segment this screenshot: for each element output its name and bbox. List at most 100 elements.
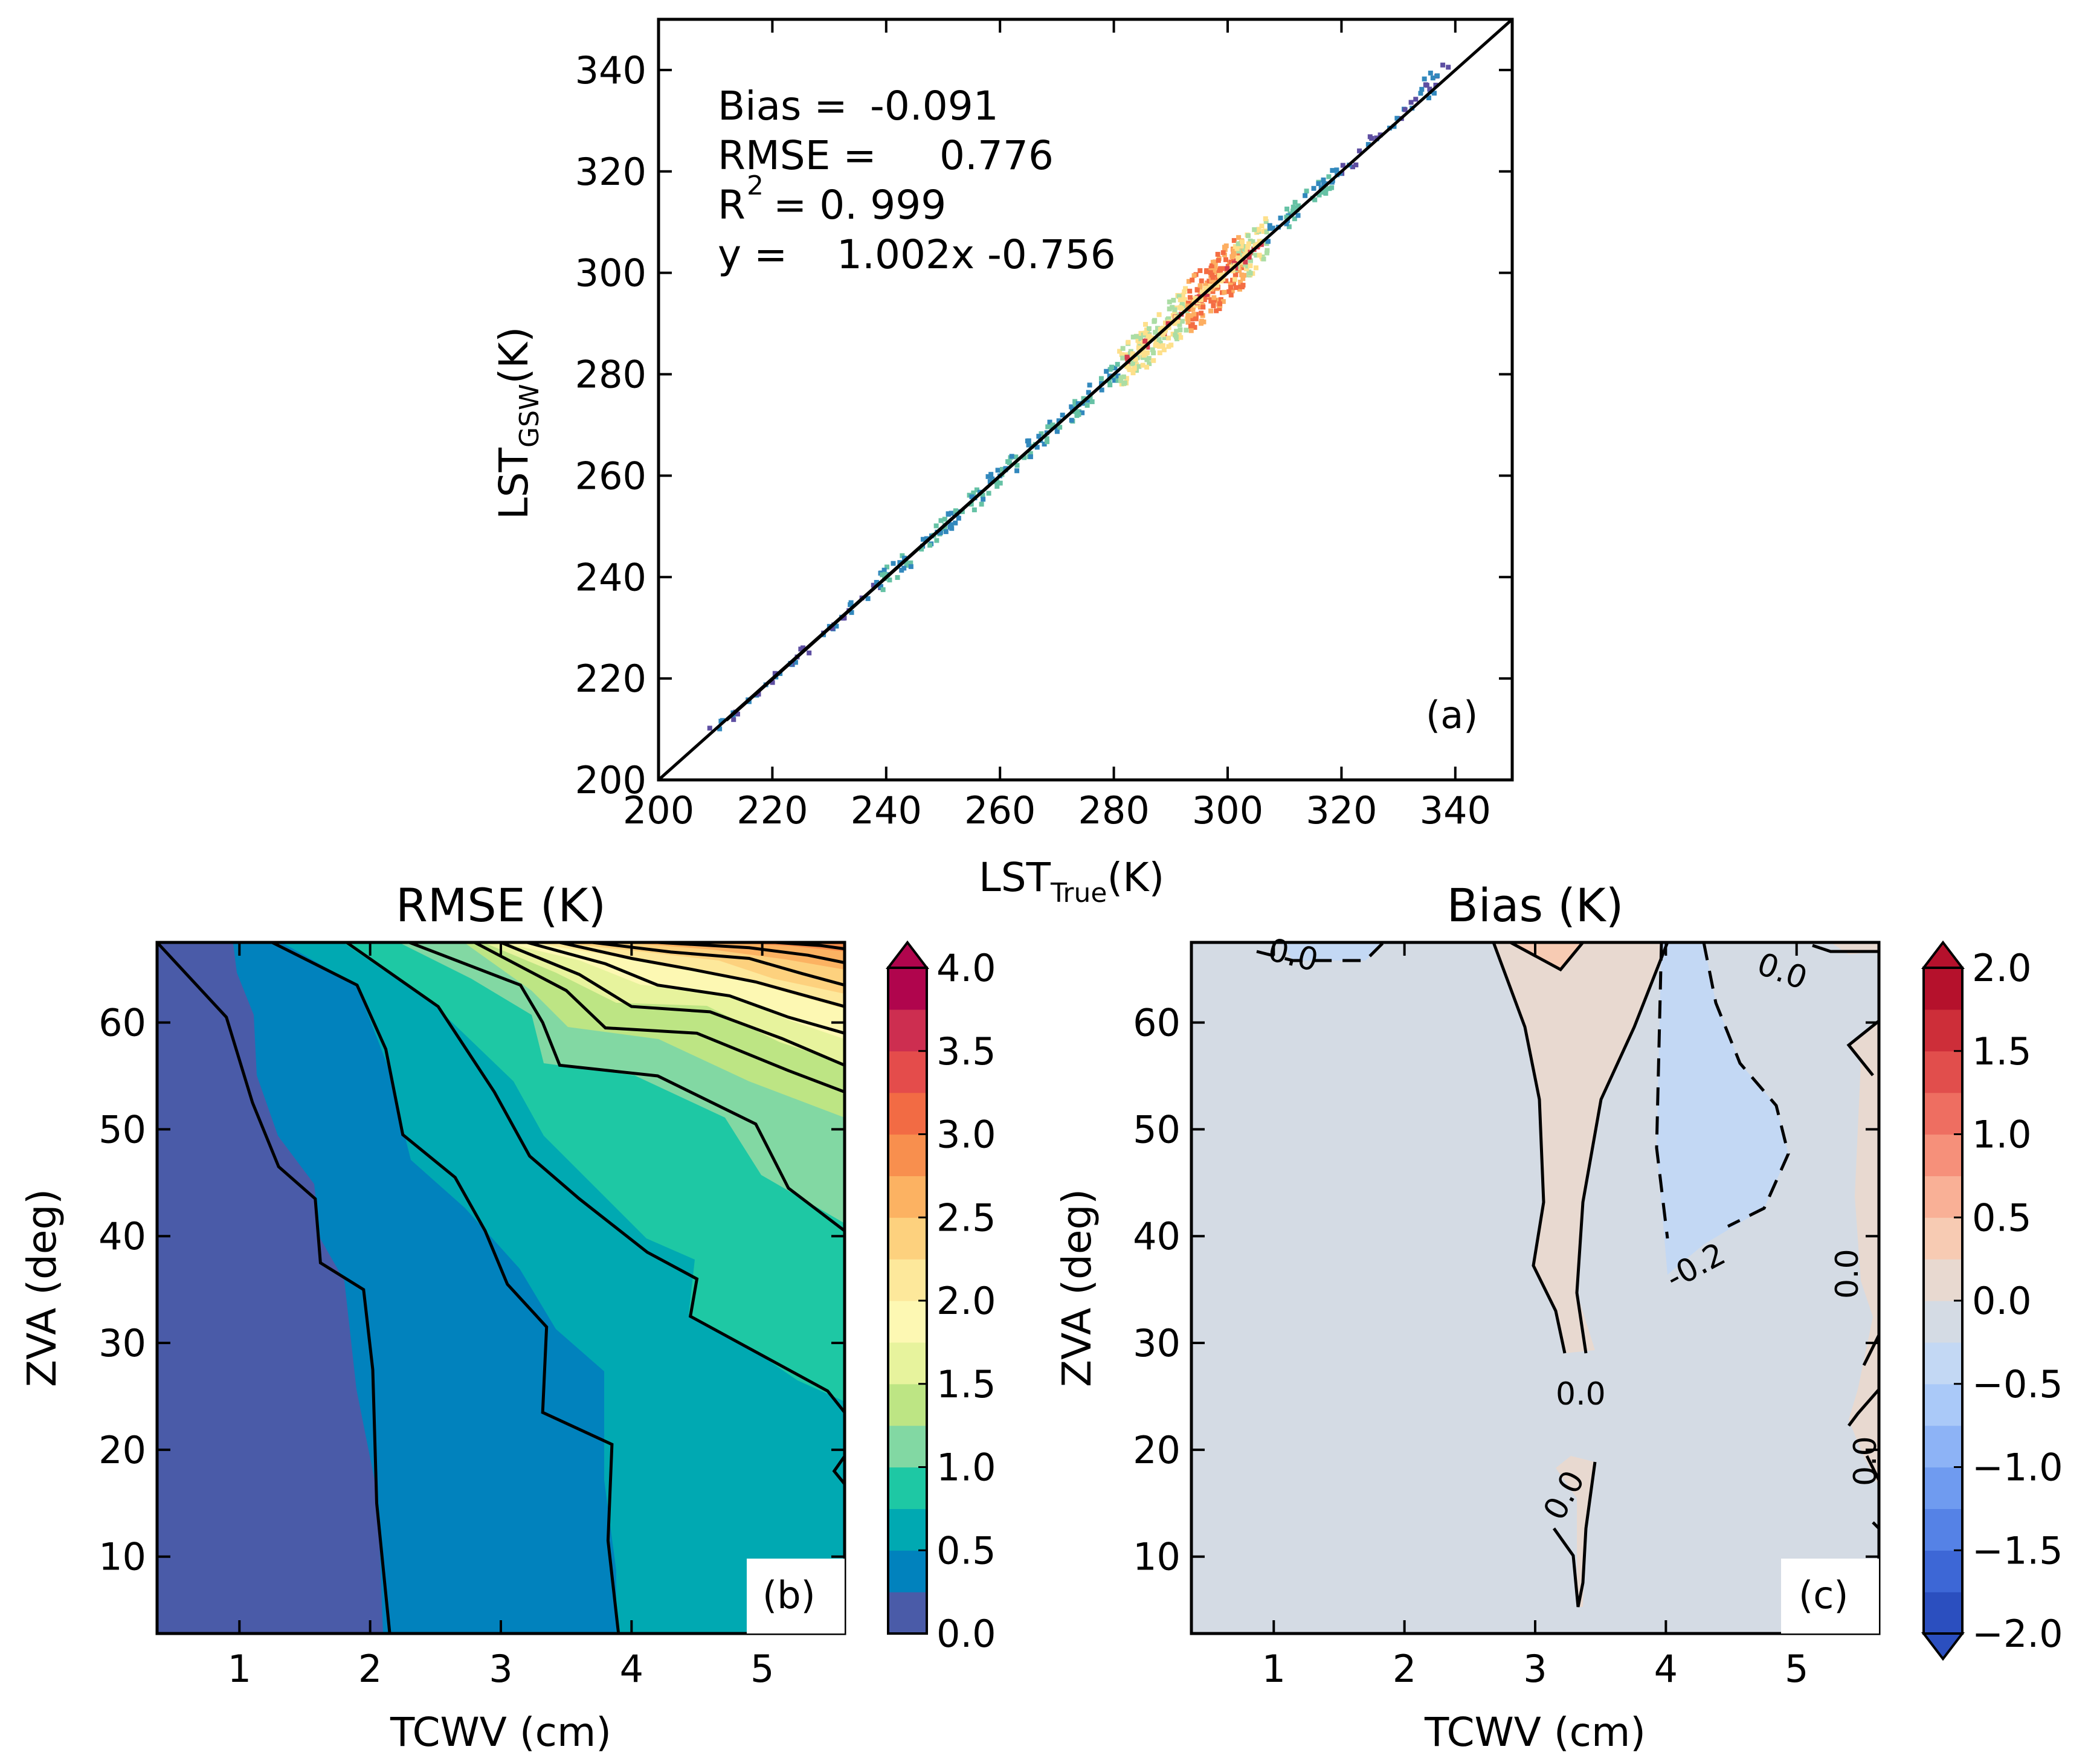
density-cell (1182, 289, 1187, 295)
density-cell (1246, 254, 1252, 260)
x-tick-label: 260 (964, 788, 1036, 832)
density-cell (1186, 278, 1191, 284)
density-cell (1208, 298, 1214, 303)
density-cell (1045, 424, 1051, 430)
x-tick-label: 2 (358, 1647, 382, 1691)
density-cell (1183, 286, 1188, 291)
density-cell (1146, 326, 1152, 332)
density-cell (971, 490, 976, 495)
density-cell (1115, 362, 1120, 367)
density-cell (1179, 306, 1184, 311)
density-cell (1231, 258, 1236, 263)
density-cell (1240, 239, 1245, 245)
colorbar-segment (888, 1259, 927, 1301)
density-cell (1208, 308, 1214, 314)
contour-label: 0.0 (1829, 1249, 1866, 1299)
density-cell (1267, 223, 1272, 228)
density-cell (987, 479, 993, 484)
density-cell (1226, 289, 1232, 294)
scatter-panel-a: 200 220 240 260 280 300 320 340 200 220 240 260 280 3… (491, 18, 1514, 909)
density-cell (880, 572, 885, 578)
rmse-contour-line (657, 942, 845, 965)
density-cell (1147, 336, 1153, 341)
density-cell (1099, 387, 1104, 393)
y-tick-label: 30 (98, 1321, 146, 1365)
density-cell (1209, 263, 1214, 268)
density-cell (1185, 313, 1191, 318)
density-cell (1025, 438, 1030, 443)
density-cell (1231, 238, 1237, 243)
rmse-contour-line (157, 942, 391, 1634)
density-cell (1130, 334, 1136, 340)
colorbar-segment (1924, 1176, 1962, 1218)
zero-contour-ridge-right (1575, 942, 1669, 1354)
x-tick-label: 1 (1262, 1647, 1286, 1691)
density-cell (1054, 429, 1060, 434)
density-cell (865, 596, 871, 601)
density-cell (1126, 340, 1131, 345)
colorbar-tick-label: −2.0 (1972, 1612, 2063, 1656)
density-cell (1124, 376, 1129, 381)
density-cell (1446, 65, 1451, 70)
colorbar-segment (888, 1092, 927, 1135)
x-tick-label: 220 (736, 788, 808, 832)
density-cell (881, 567, 887, 573)
colorbar-tick-label: 3.5 (936, 1029, 996, 1074)
density-cell (942, 517, 947, 522)
y-tick-label: 300 (575, 251, 646, 295)
density-cell (1228, 292, 1234, 298)
density-cell (772, 671, 778, 676)
density-cell (1134, 362, 1139, 367)
colorbar-segment (1924, 1009, 1962, 1052)
density-cell (1005, 459, 1011, 465)
density-cell (1158, 327, 1163, 332)
density-cell (1214, 308, 1219, 314)
rmse-contour-panel: RMSE (K) 1 2 3 4 5 10 20 30 40 50 60 (b) TCWV (cm)… (19, 878, 996, 1756)
density-cell (1138, 336, 1144, 341)
density-cell (1069, 417, 1074, 423)
bias-label: Bias = (718, 83, 848, 129)
density-cell (1330, 168, 1335, 173)
density-cell (1210, 275, 1216, 280)
colorbar-bias: −2.0 −1.5 −1.0 −0.5 0.0 0.5 1.0 1.5 2.0 (1921, 940, 2063, 1661)
x-axis-label-a: LSTTrue(K) (979, 854, 1164, 909)
x-tick-label: 1 (228, 1647, 251, 1691)
colorbar-segment (1924, 1592, 1962, 1634)
density-cell (1144, 364, 1150, 370)
axis-ticks-c: 1 2 3 4 5 10 20 30 40 50 60 (1133, 942, 1879, 1691)
density-cell (798, 646, 804, 652)
x-tick-label: 320 (1306, 788, 1377, 832)
density-cell (1357, 148, 1362, 153)
density-cell (884, 564, 890, 570)
density-cell (807, 650, 812, 655)
density-cell (1225, 266, 1230, 271)
density-cell (1224, 268, 1229, 274)
x-label-unit: (K) (1107, 854, 1164, 901)
density-cell (1245, 248, 1250, 254)
density-cell (1124, 364, 1130, 369)
colorbar-segment (888, 1467, 927, 1509)
colorbar-segment (1924, 1051, 1962, 1093)
bias-value: -0.091 (870, 83, 999, 129)
density-cell (1185, 300, 1191, 306)
rmse-contour-line (592, 942, 845, 987)
density-cell (1284, 221, 1289, 227)
density-cell (1365, 142, 1371, 147)
density-cell (1265, 239, 1271, 244)
density-cell (793, 660, 798, 665)
density-cell (1239, 265, 1244, 271)
density-cell (1080, 410, 1085, 416)
density-cell (1228, 285, 1234, 290)
rmse-contour-line (271, 942, 620, 1634)
density-cell (985, 474, 991, 479)
density-cell (1036, 434, 1042, 439)
density-cell (1303, 193, 1308, 198)
density-cell (1047, 419, 1052, 425)
colorbar-tick-label: −0.5 (1972, 1362, 2063, 1406)
density-cell (1232, 260, 1238, 266)
density-cell (770, 680, 775, 685)
density-cell (1156, 312, 1162, 317)
density-cell (1239, 243, 1244, 249)
density-cell (878, 584, 883, 589)
density-cell (1261, 256, 1266, 262)
